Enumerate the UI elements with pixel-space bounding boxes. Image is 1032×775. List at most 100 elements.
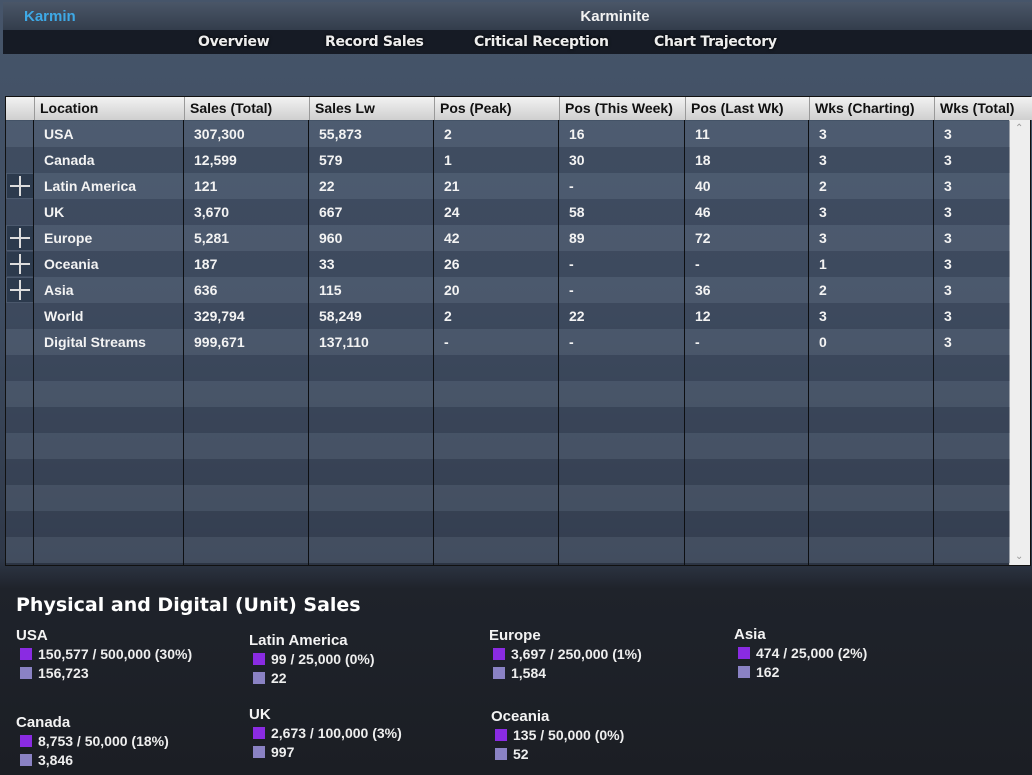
physical-value: 474 / 25,000 (2%) xyxy=(756,644,868,661)
table-cell: 3 xyxy=(819,308,827,324)
tab-overview[interactable]: Overview xyxy=(198,34,270,50)
column-divider xyxy=(183,120,184,565)
table-cell: 137,110 xyxy=(319,334,369,350)
table-row[interactable]: Europe 5,281 960 42 89 72 3 3 xyxy=(6,225,1010,251)
digital-legend-icon xyxy=(495,747,507,760)
table-cell: 42 xyxy=(444,230,460,246)
table-cell: 115 xyxy=(319,282,342,298)
empty-row xyxy=(6,381,1010,407)
table-cell: Latin America xyxy=(44,178,137,194)
table-cell: 46 xyxy=(695,204,711,220)
column-divider xyxy=(433,120,434,565)
table-row[interactable]: Oceania 187 33 26 - - 1 3 xyxy=(6,251,1010,277)
physical-value: 135 / 50,000 (0%) xyxy=(513,726,625,743)
table-cell: 58,249 xyxy=(319,308,362,324)
digital-legend-icon xyxy=(493,666,505,679)
sales-group: USA 150,577 / 500,000 (30%) 156,723 xyxy=(16,627,192,682)
tab-chart-trajectory[interactable]: Chart Trajectory xyxy=(654,34,777,50)
digital-value: 22 xyxy=(271,669,287,686)
empty-row xyxy=(6,407,1010,433)
table-cell: 5,281 xyxy=(194,230,230,246)
column-header[interactable]: Sales (Total) xyxy=(184,97,309,120)
physical-legend-icon xyxy=(495,728,507,741)
table-row[interactable]: UK 3,670 667 24 58 46 3 3 xyxy=(6,199,1010,225)
column-header[interactable]: Pos (This Week) xyxy=(559,97,685,120)
column-divider xyxy=(684,120,685,565)
digital-value: 3,846 xyxy=(38,751,74,768)
table-row[interactable]: Latin America 121 22 21 - 40 2 3 xyxy=(6,173,1010,199)
sales-table: Location Sales (Total) Sales Lw Pos (Peak) P… xyxy=(5,96,1032,566)
table-row[interactable]: Asia 636 115 20 - 36 2 3 xyxy=(6,277,1010,303)
table-cell: 22 xyxy=(569,308,585,324)
column-divider xyxy=(808,120,809,565)
table-row[interactable]: World 329,794 58,249 2 22 12 3 3 xyxy=(6,303,1010,329)
sales-section-title: Physical and Digital (Unit) Sales xyxy=(16,594,361,616)
digital-line: 162 xyxy=(738,662,867,681)
physical-legend-icon xyxy=(253,726,265,739)
table-cell: 3 xyxy=(819,230,827,246)
expand-icon[interactable] xyxy=(7,174,33,198)
table-cell: Digital Streams xyxy=(44,334,146,350)
table-cell: 121 xyxy=(194,178,218,194)
table-cell: 307,300 xyxy=(194,126,245,142)
table-header: Location Sales (Total) Sales Lw Pos (Peak) P… xyxy=(6,97,1032,120)
sales-group: Canada 8,753 / 50,000 (18%) 3,846 xyxy=(16,714,169,769)
table-cell: 0 xyxy=(819,334,827,350)
digital-value: 156,723 xyxy=(38,664,89,681)
region-name: Canada xyxy=(16,714,71,731)
table-cell: 22 xyxy=(319,178,335,194)
tab-critical-reception[interactable]: Critical Reception xyxy=(474,34,609,50)
region-name: Latin America xyxy=(249,632,348,649)
table-cell: 3 xyxy=(819,204,827,220)
column-header[interactable]: Pos (Peak) xyxy=(434,97,559,120)
table-cell: UK xyxy=(44,204,65,220)
table-cell: 58 xyxy=(569,204,585,220)
physical-line: 3,697 / 250,000 (1%) xyxy=(493,644,642,663)
scroll-down-icon[interactable]: ⌄ xyxy=(1015,551,1024,562)
scroll-up-icon[interactable]: ⌃ xyxy=(1015,123,1024,134)
table-cell: - xyxy=(695,334,700,350)
empty-row xyxy=(6,537,1010,563)
table-cell: USA xyxy=(44,126,74,142)
table-cell: 3 xyxy=(944,308,952,324)
digital-value: 162 xyxy=(756,663,780,680)
digital-line: 997 xyxy=(253,742,402,761)
table-row[interactable]: Canada 12,599 579 1 30 18 3 3 xyxy=(6,147,1010,173)
table-cell: 960 xyxy=(319,230,343,246)
sales-group: Oceania 135 / 50,000 (0%) 52 xyxy=(491,708,624,763)
physical-value: 99 / 25,000 (0%) xyxy=(271,650,375,667)
table-cell: 3 xyxy=(944,126,952,142)
column-header[interactable]: Pos (Last Wk) xyxy=(685,97,809,120)
table-cell: 999,671 xyxy=(194,334,245,350)
table-cell: 30 xyxy=(569,152,585,168)
physical-line: 2,673 / 100,000 (3%) xyxy=(253,723,402,742)
table-cell: 55,873 xyxy=(319,126,362,142)
column-header[interactable]: Location xyxy=(34,97,184,120)
scrollbar[interactable]: ⌃ ⌄ xyxy=(1009,120,1030,565)
table-cell: 3 xyxy=(944,204,952,220)
empty-row xyxy=(6,433,1010,459)
expand-icon[interactable] xyxy=(7,226,33,250)
digital-line: 3,846 xyxy=(20,750,169,769)
table-cell: 26 xyxy=(444,256,460,272)
table-cell: 329,794 xyxy=(194,308,245,324)
column-header[interactable]: Sales Lw xyxy=(309,97,434,120)
column-header[interactable]: Wks (Total) xyxy=(934,97,1032,120)
region-name: Asia xyxy=(734,626,766,643)
table-cell: 579 xyxy=(319,152,343,168)
column-header[interactable]: Wks (Charting) xyxy=(809,97,934,120)
digital-line: 1,584 xyxy=(493,663,642,682)
artist-name[interactable]: Karmin xyxy=(24,8,76,25)
sales-group: UK 2,673 / 100,000 (3%) 997 xyxy=(249,706,402,761)
table-cell: 1 xyxy=(444,152,452,168)
expand-icon[interactable] xyxy=(7,252,33,276)
table-cell: Canada xyxy=(44,152,95,168)
table-cell: 3 xyxy=(944,334,952,350)
table-cell: 18 xyxy=(695,152,711,168)
table-row[interactable]: USA 307,300 55,873 2 16 11 3 3 xyxy=(6,121,1010,147)
table-cell: Asia xyxy=(44,282,74,298)
tab-record-sales[interactable]: Record Sales xyxy=(325,34,424,50)
table-cell: 187 xyxy=(194,256,218,272)
table-row[interactable]: Digital Streams 999,671 137,110 - - - 0 3 xyxy=(6,329,1010,355)
expand-icon[interactable] xyxy=(7,278,33,302)
